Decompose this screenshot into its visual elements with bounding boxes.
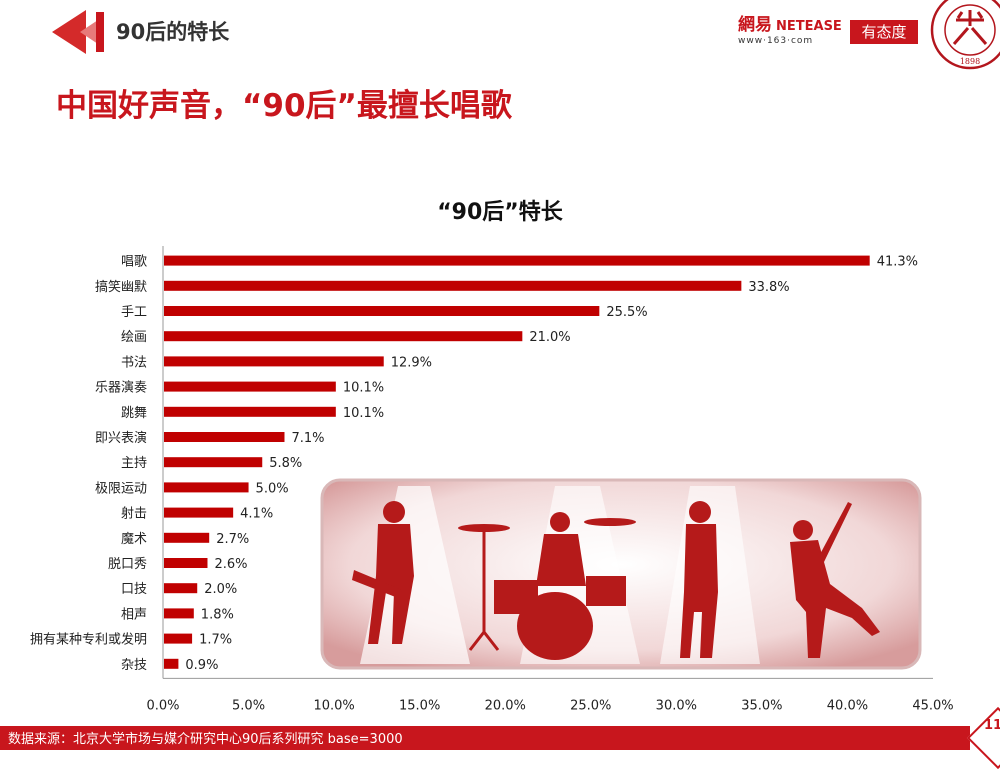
- category-label: 魔术: [121, 532, 147, 547]
- band-silhouette-image: [320, 478, 922, 670]
- chart-title: “90后”特长: [437, 200, 563, 225]
- netease-logo-url: www·163·com: [738, 36, 814, 46]
- netease-logo-en: NETEASE: [776, 19, 842, 34]
- bar: [164, 432, 285, 442]
- x-tick-label: 35.0%: [741, 698, 782, 713]
- bar: [164, 331, 523, 342]
- value-label: 0.9%: [185, 658, 218, 673]
- value-label: 25.5%: [606, 305, 647, 320]
- value-label: 2.0%: [204, 582, 237, 597]
- x-tick-label: 10.0%: [313, 698, 354, 713]
- bar: [164, 280, 742, 291]
- bar: [164, 406, 336, 417]
- x-tick-label: 40.0%: [827, 698, 868, 713]
- category-label: 跳舞: [121, 406, 147, 421]
- x-tick-label: 30.0%: [656, 698, 697, 713]
- category-label: 乐器演奏: [95, 380, 147, 396]
- chart-axes: [162, 246, 933, 679]
- category-label: 杂技: [121, 658, 147, 673]
- category-label: 即兴表演: [95, 430, 147, 446]
- bar: [164, 608, 194, 619]
- category-label: 口技: [121, 582, 147, 597]
- value-label: 10.1%: [343, 406, 384, 421]
- x-tick-label: 25.0%: [570, 698, 611, 713]
- header-accent-bar: [96, 12, 104, 52]
- value-label: 7.1%: [291, 431, 324, 446]
- category-label: 唱歌: [121, 255, 147, 270]
- chart-bars: [164, 255, 870, 669]
- category-label: 射击: [121, 506, 147, 522]
- bar: [164, 532, 210, 543]
- value-label: 1.7%: [199, 633, 232, 648]
- value-label: 12.9%: [391, 355, 432, 370]
- bar: [164, 457, 263, 468]
- x-tick-label: 20.0%: [485, 698, 526, 713]
- footer-bar: [0, 726, 970, 750]
- value-label: 2.6%: [214, 557, 247, 572]
- value-labels: 41.3% 33.8% 25.5% 21.0% 12.9% 10.1% 10.1% 7.1% 5…: [185, 255, 918, 673]
- data-source-note: 数据来源：北京大学市场与媒介研究中心90后系列研究 base=3000: [8, 732, 403, 747]
- seal-year: 1898: [960, 57, 980, 66]
- youtaidu-logo: 有态度: [850, 20, 918, 44]
- bar: [164, 306, 600, 316]
- category-label: 绘画: [121, 330, 147, 345]
- value-label: 5.0%: [256, 481, 289, 496]
- bar: [164, 633, 193, 644]
- value-label: 33.8%: [748, 280, 789, 295]
- page-title: 中国好声音，“90后”最擅长唱歌: [56, 88, 512, 124]
- bar: [164, 356, 384, 367]
- x-tick-label: 0.0%: [146, 698, 179, 713]
- category-label: 搞笑幽默: [95, 279, 147, 295]
- bar: [164, 658, 179, 669]
- value-label: 10.1%: [343, 381, 384, 396]
- x-tick-label: 15.0%: [399, 698, 440, 713]
- category-label: 相声: [121, 607, 147, 622]
- bar: [164, 255, 870, 266]
- value-label: 4.1%: [240, 507, 273, 522]
- bar: [164, 507, 234, 518]
- top-header: 90后的特长 網易 NETEASE www·163·com 有态度 1898: [0, 0, 1000, 70]
- x-tick-label: 5.0%: [232, 698, 265, 713]
- bar: [164, 381, 336, 392]
- bar-chart: 唱歌搞笑幽默手工绘画书法乐器演奏跳舞即兴表演主持极限运动射击魔术脱口秀口技相声拥…: [30, 246, 954, 713]
- category-label: 书法: [121, 355, 147, 370]
- value-label: 5.8%: [269, 456, 302, 471]
- value-label: 41.3%: [877, 255, 918, 270]
- category-label: 主持: [121, 456, 147, 471]
- category-label: 拥有某种专利或发明: [30, 632, 147, 648]
- value-label: 2.7%: [216, 532, 249, 547]
- bar: [164, 482, 249, 493]
- category-label: 脱口秀: [108, 557, 147, 572]
- page-number: 11: [984, 718, 1000, 733]
- category-label: 手工: [121, 305, 147, 320]
- value-label: 21.0%: [529, 330, 570, 345]
- section-title: 90后的特长: [116, 20, 230, 44]
- bar: [164, 558, 208, 568]
- value-label: 1.8%: [201, 607, 234, 622]
- category-label: 极限运动: [95, 481, 147, 496]
- netease-logo: 網易 NETEASE www·163·com: [738, 10, 846, 46]
- category-labels: 唱歌搞笑幽默手工绘画书法乐器演奏跳舞即兴表演主持极限运动射击魔术脱口秀口技相声拥…: [30, 255, 147, 673]
- x-tick-label: 45.0%: [912, 698, 953, 713]
- netease-logo-cn: 網易: [738, 15, 772, 35]
- pku-seal-logo: 1898: [930, 0, 1000, 70]
- x-tick-labels: 0.0% 5.0% 10.0% 15.0% 20.0% 25.0% 30.0% 35.0% 40…: [146, 698, 953, 713]
- bar: [164, 583, 198, 594]
